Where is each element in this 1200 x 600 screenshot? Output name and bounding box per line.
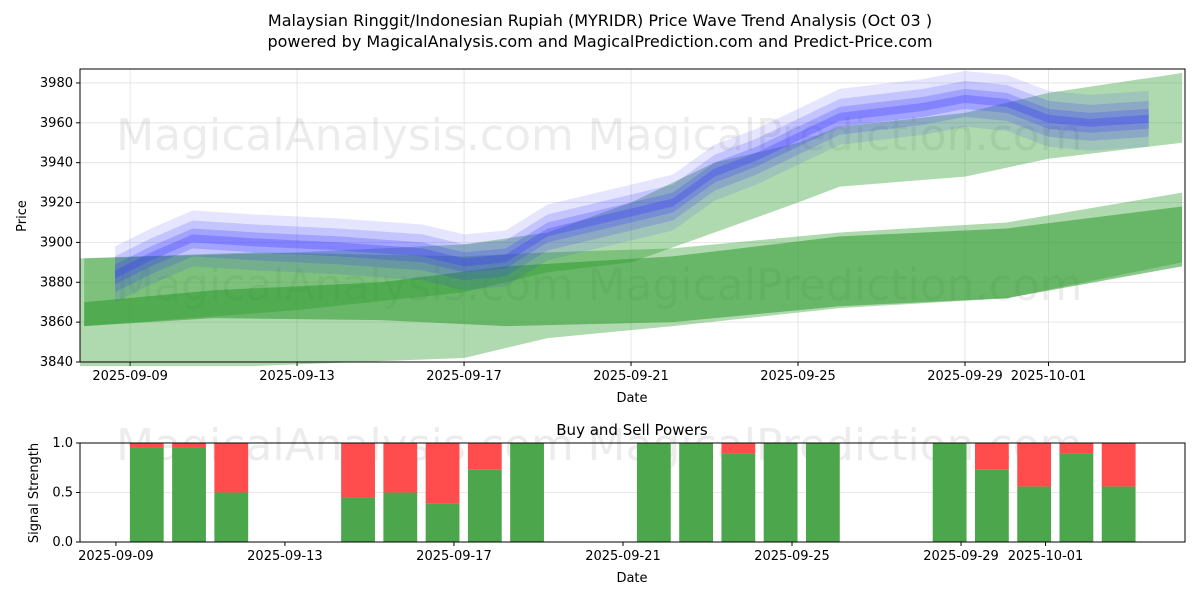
chart-title: Malaysian Ringgit/Indonesian Rupiah (MYR… [268, 11, 932, 30]
sell-bar [129, 443, 164, 448]
buy-bar [341, 497, 375, 542]
x-tick-label: 2025-09-09 [78, 549, 154, 564]
plot-frame [79, 68, 1186, 363]
signal-plot: 0.00.51.0MagicalAnalysis.comMagicalPredi… [52, 420, 1186, 564]
x-tick-label: 2025-09-13 [247, 549, 323, 564]
buy-bar [932, 443, 967, 542]
y-tick-label: 3880 [40, 275, 73, 290]
buy-bar [1101, 486, 1136, 542]
blue-trend-band [115, 70, 1149, 303]
y-tick-label: 3920 [40, 196, 73, 211]
green-band-lower-core [84, 206, 1183, 327]
y-tick-label: 1.0 [52, 436, 73, 451]
x-tick-label: 2025-09-21 [593, 369, 669, 384]
sell-bar [974, 443, 1009, 470]
y-tick-label: 3860 [40, 315, 73, 330]
sell-bar [172, 443, 206, 448]
buy-bar [1017, 486, 1052, 542]
y-tick-label: 3900 [40, 235, 73, 250]
x-tick-label: 2025-09-13 [259, 369, 335, 384]
top-x-label: Date [616, 391, 647, 406]
x-tick-label: 2025-09-21 [585, 549, 661, 564]
sell-bar [1017, 443, 1052, 487]
sell-bar [1101, 443, 1136, 487]
price-plot: 3840 3860 3880 3900 3920 3940 3960 3980 2025-09-… [40, 68, 1186, 384]
buy-bar [1059, 453, 1094, 542]
buy-bar [425, 503, 460, 542]
bottom-chart-title: Buy and Sell Powers [556, 421, 708, 439]
x-tick-label: 2025-09-29 [927, 369, 1003, 384]
sell-bar [1059, 443, 1094, 454]
sell-bar [467, 443, 502, 470]
x-tick-label: 2025-10-01 [1008, 549, 1084, 564]
top-y-label: Price [15, 200, 30, 232]
bottom-x-label: Date [616, 571, 647, 586]
buy-bar [383, 492, 418, 542]
buy-bar [805, 443, 840, 542]
green-band-upper-rising [84, 72, 1183, 327]
chart-subtitle: powered by MagicalAnalysis.com and Magic… [267, 32, 932, 51]
buy-bar [974, 469, 1009, 542]
sell-bar [721, 443, 756, 454]
x-tick-label: 2025-09-09 [92, 369, 168, 384]
sell-bar [425, 443, 460, 504]
buy-bar [679, 443, 713, 542]
x-tick-label: 2025-09-17 [426, 369, 502, 384]
y-tick-label: 3940 [40, 156, 73, 171]
buy-bar [467, 469, 502, 542]
y-tick-label: 3960 [40, 116, 73, 131]
buy-bar [721, 453, 756, 542]
y-tick-label: 0.0 [52, 535, 73, 550]
blue-trend-band [115, 88, 1149, 285]
y-tick-label: 3980 [40, 76, 73, 91]
buy-bar [129, 447, 164, 542]
x-tick-label: 2025-09-25 [760, 369, 836, 384]
blue-trend-band [115, 80, 1149, 293]
buy-bar [636, 443, 671, 542]
bottom-y-label: Signal Strength [27, 443, 42, 543]
buy-bar [763, 443, 798, 542]
x-tick-label: 2025-09-29 [923, 549, 999, 564]
sell-bar [341, 443, 375, 498]
x-tick-label: 2025-10-01 [1011, 369, 1087, 384]
watermark-text: MagicalAnalysis.com [116, 110, 574, 161]
buy-bar [510, 443, 544, 542]
x-tick-label: 2025-09-17 [416, 549, 492, 564]
watermark-text: MagicalPrediction.com [588, 110, 1083, 161]
y-tick-label: 3840 [40, 355, 73, 370]
buy-bar [172, 447, 206, 542]
y-tick-label: 0.5 [52, 486, 73, 501]
sell-bar [383, 443, 418, 493]
plot-frame [79, 442, 1186, 543]
x-tick-label: 2025-09-25 [754, 549, 830, 564]
buy-bar [214, 492, 249, 542]
sell-bar [214, 443, 249, 493]
